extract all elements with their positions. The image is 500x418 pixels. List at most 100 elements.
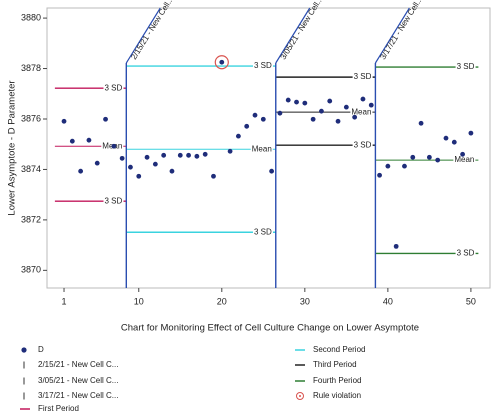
x-tick-label: 40 xyxy=(383,296,393,306)
data-point xyxy=(327,98,333,104)
data-point xyxy=(94,160,100,166)
change-line-slant xyxy=(125,7,161,64)
x-axis-title: Chart for Monitoring Effect of Cell Cult… xyxy=(121,323,419,334)
y-tick-label: 3880 xyxy=(21,12,41,22)
legend-label: Second Period xyxy=(313,345,365,354)
data-point xyxy=(377,172,382,178)
limit-label: 3 SD xyxy=(457,62,475,71)
data-point xyxy=(152,161,158,167)
limit-label: 3 SD xyxy=(354,140,372,149)
data-point xyxy=(235,133,241,139)
label-bg xyxy=(352,72,373,82)
data-point xyxy=(119,155,125,161)
data-point xyxy=(78,168,84,174)
data-point xyxy=(385,163,391,169)
label-bg xyxy=(103,83,124,93)
data-point xyxy=(103,116,108,122)
change-label: 3/17/21 - New Cell... xyxy=(378,0,424,61)
limit-label: Mean xyxy=(351,107,371,116)
change-label: 3/05/21 - New Cell... xyxy=(279,0,325,61)
label-bg xyxy=(252,61,273,71)
data-point xyxy=(402,163,407,169)
label-bg xyxy=(350,107,373,117)
data-point xyxy=(128,164,133,170)
y-tick-label: 3872 xyxy=(21,214,41,224)
data-point xyxy=(435,157,441,163)
data-point xyxy=(169,168,175,174)
y-axis-title: Lower Asymptote - D Parameter xyxy=(7,80,18,215)
change-label: 2/15/21 - New Cell... xyxy=(129,0,175,61)
data-point xyxy=(468,130,474,136)
y-tick-label: 3870 xyxy=(21,265,41,275)
legend-label: Rule violation xyxy=(313,391,361,400)
data-point xyxy=(186,152,191,158)
data-point xyxy=(219,59,225,65)
y-tick-label: 3874 xyxy=(21,164,41,174)
data-point xyxy=(69,138,75,144)
label-bg xyxy=(250,144,273,154)
data-point xyxy=(319,108,324,114)
x-tick-label: 1 xyxy=(62,296,67,306)
limit-label: 3 SD xyxy=(105,196,123,205)
data-point xyxy=(426,154,432,160)
legend-label: 2/15/21 - New Cell C... xyxy=(38,360,118,369)
legend-label: First Period xyxy=(38,404,79,413)
data-point xyxy=(86,137,92,143)
legend-marker xyxy=(296,392,304,400)
data-point xyxy=(194,153,200,159)
label-bg xyxy=(455,248,476,258)
data-point xyxy=(144,154,150,160)
data-point xyxy=(111,143,117,149)
data-point xyxy=(294,99,299,105)
data-point xyxy=(302,100,308,106)
data-point xyxy=(252,112,258,118)
plot-frame xyxy=(46,7,491,289)
data-point xyxy=(343,104,349,110)
data-point xyxy=(285,97,291,103)
data-point xyxy=(161,152,167,158)
limit-label: 3 SD xyxy=(254,227,272,236)
data-point xyxy=(61,118,67,124)
data-point xyxy=(277,110,283,116)
limit-label: Mean xyxy=(454,155,474,164)
legend-label: 3/05/21 - New Cell C... xyxy=(38,376,118,385)
legend-marker xyxy=(299,395,301,397)
data-point xyxy=(211,173,216,179)
data-point xyxy=(368,102,374,108)
x-tick-label: 30 xyxy=(300,296,310,306)
data-point xyxy=(352,114,358,120)
label-bg xyxy=(455,62,476,72)
x-tick-label: 50 xyxy=(466,296,476,306)
data-point xyxy=(244,123,250,129)
legend-marker xyxy=(21,347,27,353)
data-point xyxy=(360,96,366,102)
label-bg xyxy=(352,140,373,150)
legend-label: D xyxy=(38,345,44,354)
data-point xyxy=(460,151,465,157)
change-line-slant xyxy=(374,7,410,64)
data-point xyxy=(269,168,275,174)
data-point xyxy=(418,120,424,126)
data-point xyxy=(310,116,316,122)
label-bg xyxy=(252,227,273,237)
limit-label: Mean xyxy=(252,144,272,153)
data-point xyxy=(451,139,457,145)
data-point xyxy=(393,243,399,249)
data-point xyxy=(202,151,208,157)
data-point xyxy=(410,154,416,160)
limit-label: 3 SD xyxy=(457,249,475,258)
data-point xyxy=(227,148,233,154)
label-bg xyxy=(453,155,476,165)
data-point xyxy=(177,152,183,158)
y-tick-label: 3878 xyxy=(21,63,41,73)
data-point xyxy=(136,173,142,179)
change-line-slant xyxy=(275,7,311,64)
data-point xyxy=(335,118,341,124)
limit-label: 3 SD xyxy=(254,61,272,70)
data-point xyxy=(443,135,449,141)
data-point xyxy=(260,116,266,122)
limit-label: 3 SD xyxy=(354,72,372,81)
violation-ring xyxy=(214,55,229,70)
label-bg xyxy=(103,196,124,206)
